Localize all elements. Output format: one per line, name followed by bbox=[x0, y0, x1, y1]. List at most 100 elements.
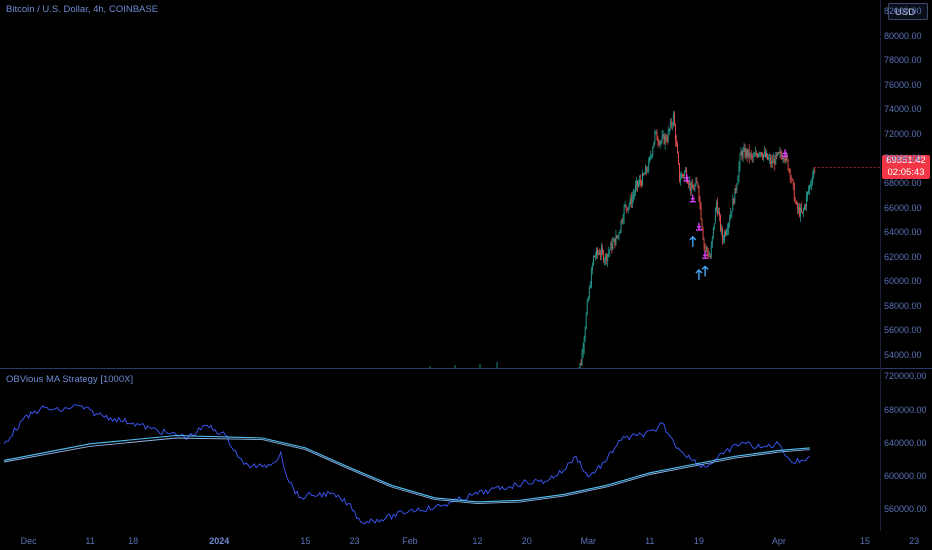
last-price-value: 69351.42 bbox=[886, 155, 926, 167]
candle-body bbox=[641, 182, 642, 186]
ma-fast-line bbox=[3, 434, 810, 503]
sell-signal-marker bbox=[782, 149, 789, 158]
candle-body bbox=[628, 204, 630, 207]
candle-body bbox=[595, 256, 596, 258]
candle-body bbox=[784, 158, 786, 161]
sell-signal-marker bbox=[695, 222, 702, 231]
candle-body bbox=[735, 188, 737, 191]
candle-body bbox=[632, 194, 634, 198]
candle-body bbox=[639, 180, 640, 184]
candle-body bbox=[758, 154, 759, 157]
candle-body bbox=[737, 178, 739, 185]
candle-body bbox=[581, 351, 583, 365]
indicator-title[interactable]: OBVious MA Strategy [1000X] bbox=[6, 374, 134, 385]
candle-body bbox=[630, 197, 632, 204]
price-axis-label: 54000.00 bbox=[884, 349, 922, 360]
candle-body bbox=[727, 229, 729, 232]
candle-body bbox=[590, 269, 592, 287]
candle-body bbox=[795, 201, 797, 204]
candle-body bbox=[697, 183, 699, 187]
candle-body bbox=[786, 155, 788, 160]
candle-body bbox=[723, 239, 724, 241]
candle-body bbox=[767, 153, 769, 160]
candle-body bbox=[776, 153, 778, 155]
candle-body bbox=[761, 152, 762, 156]
candle-body bbox=[601, 248, 602, 256]
candle-body bbox=[678, 153, 679, 164]
candle-body bbox=[594, 255, 595, 258]
currency-button[interactable]: USD bbox=[888, 3, 928, 20]
candle-body bbox=[721, 228, 722, 230]
price-chart[interactable] bbox=[0, 0, 880, 368]
candle-body bbox=[646, 167, 648, 172]
candle-body bbox=[800, 207, 801, 217]
candle-body bbox=[709, 255, 711, 258]
price-axis-label: 74000.00 bbox=[884, 104, 922, 115]
candle-body bbox=[743, 148, 745, 151]
candle-body bbox=[809, 185, 811, 191]
candle-body bbox=[778, 152, 780, 154]
candle-body bbox=[745, 150, 747, 157]
candle-body bbox=[688, 183, 690, 186]
candle-body bbox=[724, 232, 725, 240]
candle-body bbox=[664, 136, 666, 144]
candle-body bbox=[760, 152, 761, 154]
candle-body bbox=[803, 209, 804, 212]
price-axis-label: 62000.00 bbox=[884, 251, 922, 262]
candle-body bbox=[796, 203, 798, 210]
price-axis-label: 56000.00 bbox=[884, 325, 922, 336]
candle-body bbox=[579, 363, 581, 368]
candle-body bbox=[794, 201, 796, 202]
obv-line bbox=[3, 404, 810, 525]
time-axis-label: Mar bbox=[580, 536, 597, 546]
candle-body bbox=[746, 150, 748, 157]
candle-body bbox=[779, 151, 781, 154]
candle-body bbox=[673, 113, 675, 126]
candle-body bbox=[677, 144, 678, 154]
candle-body bbox=[633, 192, 635, 195]
candle-body bbox=[617, 235, 619, 238]
candle-body bbox=[652, 147, 654, 155]
candle-body bbox=[621, 220, 623, 222]
price-axis-label: 76000.00 bbox=[884, 79, 922, 90]
candle-body bbox=[754, 153, 756, 156]
candle-body bbox=[679, 163, 680, 181]
candle-body bbox=[623, 205, 625, 219]
candle-body bbox=[684, 171, 685, 176]
price-axis-label: 66000.00 bbox=[884, 202, 922, 213]
candle-body bbox=[751, 155, 753, 158]
candle-body bbox=[668, 129, 670, 131]
candle-body bbox=[752, 156, 754, 158]
time-axis-label: 18 bbox=[128, 536, 139, 546]
indicator-axis-label: 680000.00 bbox=[884, 404, 927, 415]
candle-body bbox=[775, 153, 777, 165]
candle-body bbox=[747, 149, 749, 157]
candle-body bbox=[770, 157, 772, 164]
candle-body bbox=[810, 184, 812, 186]
candle-body bbox=[638, 183, 639, 186]
candle-body bbox=[606, 254, 608, 261]
candle-body bbox=[742, 150, 744, 158]
candle-body bbox=[741, 151, 743, 158]
candle-body bbox=[704, 246, 706, 248]
candle-body bbox=[647, 170, 649, 172]
candle-body bbox=[599, 253, 600, 255]
candle-body bbox=[733, 198, 735, 204]
candle-body bbox=[789, 169, 791, 178]
candle-body bbox=[777, 152, 779, 155]
price-axis-label: 78000.00 bbox=[884, 55, 922, 66]
candle-body bbox=[734, 188, 736, 204]
candle-body bbox=[782, 157, 784, 160]
candle-body bbox=[756, 154, 758, 157]
candle-body bbox=[596, 249, 597, 257]
candle-body bbox=[708, 255, 710, 257]
pane-divider[interactable] bbox=[0, 368, 932, 369]
candle-body bbox=[750, 153, 752, 156]
indicator-chart[interactable] bbox=[0, 369, 880, 531]
candle-body bbox=[755, 153, 757, 155]
candle-body bbox=[687, 180, 689, 184]
candle-body bbox=[651, 154, 653, 157]
candle-body bbox=[598, 253, 599, 254]
candle-body bbox=[637, 181, 638, 186]
candle-body bbox=[781, 155, 783, 160]
